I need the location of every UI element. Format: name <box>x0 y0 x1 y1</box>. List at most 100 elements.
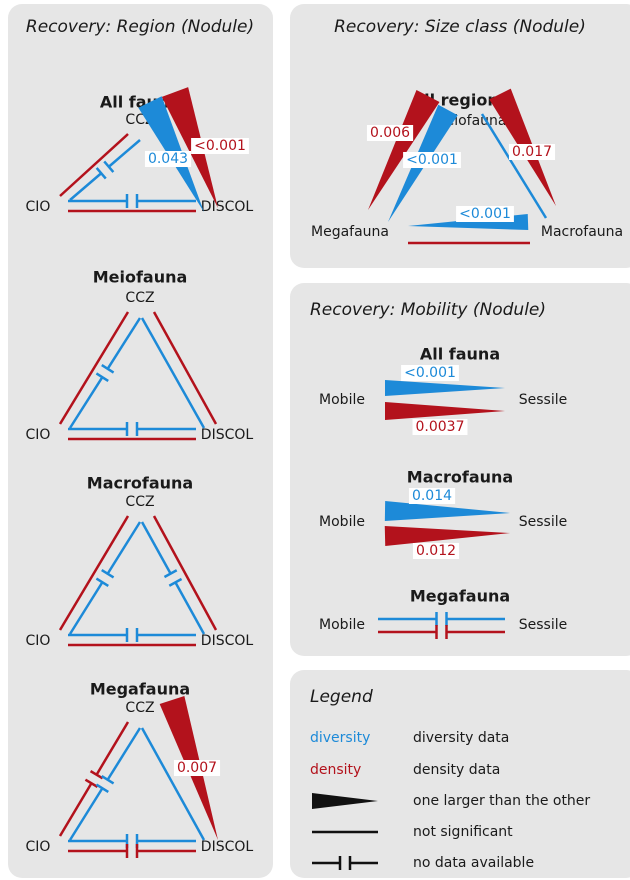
label-box <box>173 760 221 776</box>
node-label: Mobile <box>319 392 365 408</box>
legend-panel <box>290 670 630 878</box>
node-label: Megafauna <box>311 224 389 240</box>
p-value-label: 0.006 <box>370 125 410 141</box>
no-data-tick <box>89 770 104 780</box>
legend-text: density data <box>413 762 500 778</box>
node-label: Macrofauna <box>541 224 623 240</box>
label-box <box>408 488 456 504</box>
p-value-label: 0.014 <box>412 488 452 504</box>
label-box <box>412 419 468 435</box>
legend-text: one larger than the other <box>413 793 590 809</box>
node-label: Sessile <box>519 392 567 408</box>
wedge <box>384 526 510 546</box>
link-line <box>68 581 104 635</box>
label-box <box>401 365 459 381</box>
no-data-tick <box>84 778 99 788</box>
link-line <box>68 376 104 429</box>
label-box <box>191 138 249 154</box>
p-value-label: <0.001 <box>194 138 246 154</box>
legend-text: no data available <box>413 855 534 871</box>
node-label: DISCOL <box>201 633 254 649</box>
p-value-label: 0.012 <box>416 543 456 559</box>
label-box <box>456 206 514 222</box>
no-data-tick <box>101 363 115 374</box>
label-box <box>508 144 556 160</box>
panel-title: Recovery: Region (Nodule) <box>26 17 254 37</box>
no-data-tick <box>95 577 109 588</box>
node-label: CIO <box>26 199 51 215</box>
region-panel <box>8 4 273 878</box>
node-label: DISCOL <box>201 199 254 215</box>
group-title: Meiofauna <box>93 268 188 287</box>
link-line <box>107 139 141 168</box>
link-line <box>106 727 142 781</box>
wedge <box>368 89 440 210</box>
no-data-tick <box>101 774 115 785</box>
node-label: Mobile <box>319 617 365 633</box>
legend-text: not significant <box>413 824 513 840</box>
node-label: CIO <box>26 839 51 855</box>
link-line <box>95 721 130 776</box>
node-label: CIO <box>26 427 51 443</box>
mobility-panel <box>290 283 630 656</box>
panel-title: Recovery: Mobility (Nodule) <box>310 300 546 320</box>
link-line <box>58 782 93 837</box>
link-line <box>58 311 130 425</box>
panel-title: Recovery: Size class (Nodule) <box>334 17 586 37</box>
node-label: Mobile <box>319 514 365 530</box>
legend-key: diversity <box>310 730 370 746</box>
group-title: Macrofauna <box>407 468 513 487</box>
legend-text: diversity data <box>413 730 509 746</box>
label-box <box>403 152 461 168</box>
link-line <box>68 787 104 841</box>
link-line <box>140 727 206 841</box>
label-box <box>144 151 192 167</box>
no-data-tick <box>95 783 109 794</box>
p-value-label: <0.001 <box>404 365 456 381</box>
label-box <box>366 125 414 141</box>
link-line <box>58 515 130 631</box>
no-data-tick <box>95 167 107 180</box>
panel-title: Legend <box>310 687 373 707</box>
wedge <box>385 402 505 420</box>
no-data-tick <box>163 569 178 579</box>
node-label: Sessile <box>519 617 567 633</box>
node-label: CCZ <box>125 290 154 306</box>
no-data-tick <box>95 372 109 383</box>
group-title: All fauna <box>420 345 500 364</box>
node-label: CIO <box>26 633 51 649</box>
p-value-label: 0.0037 <box>416 419 465 435</box>
legend-key: density <box>310 762 361 778</box>
no-data-tick <box>168 577 183 587</box>
link-line <box>152 311 218 425</box>
node-label: DISCOL <box>201 839 254 855</box>
p-value-label: <0.001 <box>459 206 511 222</box>
node-label: DISCOL <box>201 427 254 443</box>
p-value-label: 0.017 <box>512 144 552 160</box>
wedge <box>385 380 505 396</box>
link-line <box>152 515 218 631</box>
label-box <box>412 543 460 559</box>
link-line <box>174 581 206 635</box>
wedge <box>161 87 218 208</box>
p-value-label: 0.007 <box>177 760 217 776</box>
link-line <box>69 172 103 201</box>
node-label: CCZ <box>125 700 154 716</box>
link-line <box>106 521 142 575</box>
group-title: Megafauna <box>90 680 190 699</box>
no-data-tick <box>103 160 115 173</box>
group-title: Macrofauna <box>87 474 193 493</box>
node-label: Sessile <box>519 514 567 530</box>
link-line <box>59 133 129 197</box>
link-line <box>480 113 548 219</box>
node-label: CCZ <box>125 494 154 510</box>
p-value-label: <0.001 <box>406 152 458 168</box>
link-line <box>140 317 206 429</box>
wedge <box>312 793 378 809</box>
link-line <box>106 317 142 370</box>
group-title: Megafauna <box>410 587 510 606</box>
wedge <box>384 501 510 521</box>
size-panel <box>290 4 630 268</box>
link-line <box>140 521 172 575</box>
